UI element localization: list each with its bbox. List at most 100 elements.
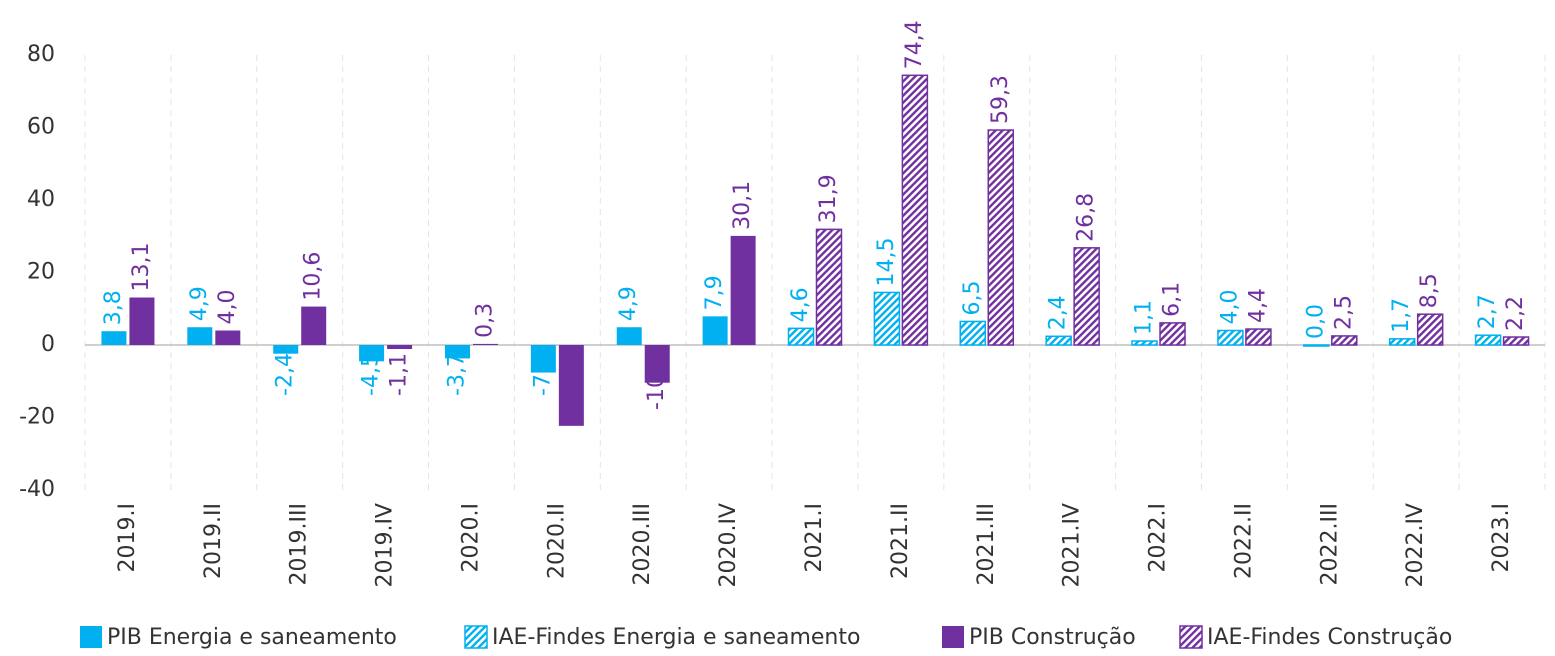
bar xyxy=(987,129,1015,346)
bar xyxy=(1303,344,1330,347)
legend-label: PIB Energia e saneamento xyxy=(107,625,397,650)
data-label: -3,7 xyxy=(444,353,469,396)
bar xyxy=(1388,338,1416,346)
x-tick-label: 2020.II xyxy=(544,503,569,579)
y-tick-label: 80 xyxy=(27,42,55,67)
y-tick-label: 40 xyxy=(27,187,55,212)
bar xyxy=(873,291,901,346)
bar xyxy=(787,327,815,346)
bar xyxy=(444,345,470,359)
bar xyxy=(301,306,327,345)
bar xyxy=(901,74,929,346)
x-tick-label: 2021.I xyxy=(802,503,827,572)
data-label: 0,3 xyxy=(472,303,497,338)
data-label: 0,0 xyxy=(1303,304,1328,339)
x-tick-label: 2021.II xyxy=(888,503,913,579)
bar xyxy=(558,345,584,426)
bar xyxy=(387,345,413,349)
bar xyxy=(359,345,385,362)
y-tick-label: 60 xyxy=(27,115,55,140)
x-tick-label: 2023.I xyxy=(1489,503,1514,572)
x-tick-label: 2020.IV xyxy=(716,503,741,588)
bar xyxy=(273,345,299,354)
legend-swatch xyxy=(80,626,102,648)
x-tick-label: 2020.III xyxy=(630,503,655,585)
bar xyxy=(187,327,213,345)
bar xyxy=(1331,335,1358,346)
bar xyxy=(959,320,987,346)
x-tick-label: 2019.IV xyxy=(373,503,398,588)
data-label: 1,1 xyxy=(1132,300,1157,335)
y-tick-label: 0 xyxy=(41,332,55,357)
x-tick-label: 2019.III xyxy=(287,503,312,585)
bar xyxy=(1474,334,1502,346)
legend-label: IAE-Findes Construção xyxy=(1207,625,1452,650)
data-label: 4,6 xyxy=(788,287,813,322)
x-tick-label: 2020.I xyxy=(458,503,483,572)
bar xyxy=(1159,322,1186,346)
bar xyxy=(472,343,498,345)
data-label: 2,4 xyxy=(1046,295,1071,330)
data-label: -22,3 xyxy=(558,353,583,410)
bar xyxy=(644,345,670,383)
legend-swatch xyxy=(464,625,488,649)
data-label: 4,0 xyxy=(215,290,240,325)
x-tick-label: 2021.III xyxy=(974,503,999,585)
data-label: 4,9 xyxy=(616,286,641,321)
data-label: 14,5 xyxy=(874,237,899,286)
x-tick-label: 2022.I xyxy=(1146,503,1171,572)
data-label: 6,1 xyxy=(1160,282,1185,317)
data-label: 26,8 xyxy=(1074,193,1099,242)
bar xyxy=(101,331,127,345)
bar xyxy=(1073,247,1100,346)
bar xyxy=(1217,329,1244,346)
data-label: -2,4 xyxy=(273,353,298,396)
bar xyxy=(530,345,556,373)
data-label: 4,4 xyxy=(1245,288,1270,323)
x-tick-label: 2022.III xyxy=(1317,503,1342,585)
x-tick-label: 2019.II xyxy=(201,503,226,579)
bar xyxy=(215,330,241,345)
x-tick-label: 2019.I xyxy=(115,503,140,572)
y-tick-label: 20 xyxy=(27,260,55,285)
data-label: 6,5 xyxy=(960,280,985,315)
data-label: 74,4 xyxy=(902,20,927,69)
data-label: 4,9 xyxy=(187,286,212,321)
bar xyxy=(702,316,728,345)
x-tick-label: 2022.IV xyxy=(1403,503,1428,588)
x-tick-label: 2021.IV xyxy=(1060,503,1085,588)
bar xyxy=(1045,335,1072,346)
y-tick-label: -20 xyxy=(19,405,55,430)
x-tick-label: 2022.II xyxy=(1231,503,1256,579)
data-label: 10,6 xyxy=(301,252,326,301)
data-label: -10,4 xyxy=(644,353,669,410)
data-label: 8,5 xyxy=(1417,273,1442,308)
data-label: 7,9 xyxy=(702,275,727,310)
y-tick-label: -40 xyxy=(19,477,55,502)
data-label: 4,0 xyxy=(1217,290,1242,325)
bar xyxy=(1416,313,1444,346)
data-label: 13,1 xyxy=(129,243,154,292)
data-label: 31,9 xyxy=(816,174,841,223)
legend-swatch xyxy=(942,626,964,648)
data-label: 2,7 xyxy=(1475,294,1500,329)
bar xyxy=(1245,328,1272,346)
bar xyxy=(616,327,642,345)
data-label: 30,1 xyxy=(730,181,755,230)
legend-label: PIB Construção xyxy=(969,625,1136,650)
legend-swatch xyxy=(1179,625,1203,649)
bar xyxy=(1502,336,1530,346)
legend-label: IAE-Findes Energia e saneamento xyxy=(492,625,860,650)
data-label: 2,5 xyxy=(1331,295,1356,330)
data-label: 2,2 xyxy=(1503,296,1528,331)
bar xyxy=(129,297,155,345)
data-label: -4,5 xyxy=(359,353,384,396)
data-label: -7,6 xyxy=(530,353,555,396)
data-label: 1,7 xyxy=(1389,298,1414,333)
data-label: 59,3 xyxy=(988,75,1013,124)
bar xyxy=(1131,340,1158,346)
bar xyxy=(815,228,843,346)
bar xyxy=(730,235,756,345)
data-label: -1,1 xyxy=(387,353,412,396)
